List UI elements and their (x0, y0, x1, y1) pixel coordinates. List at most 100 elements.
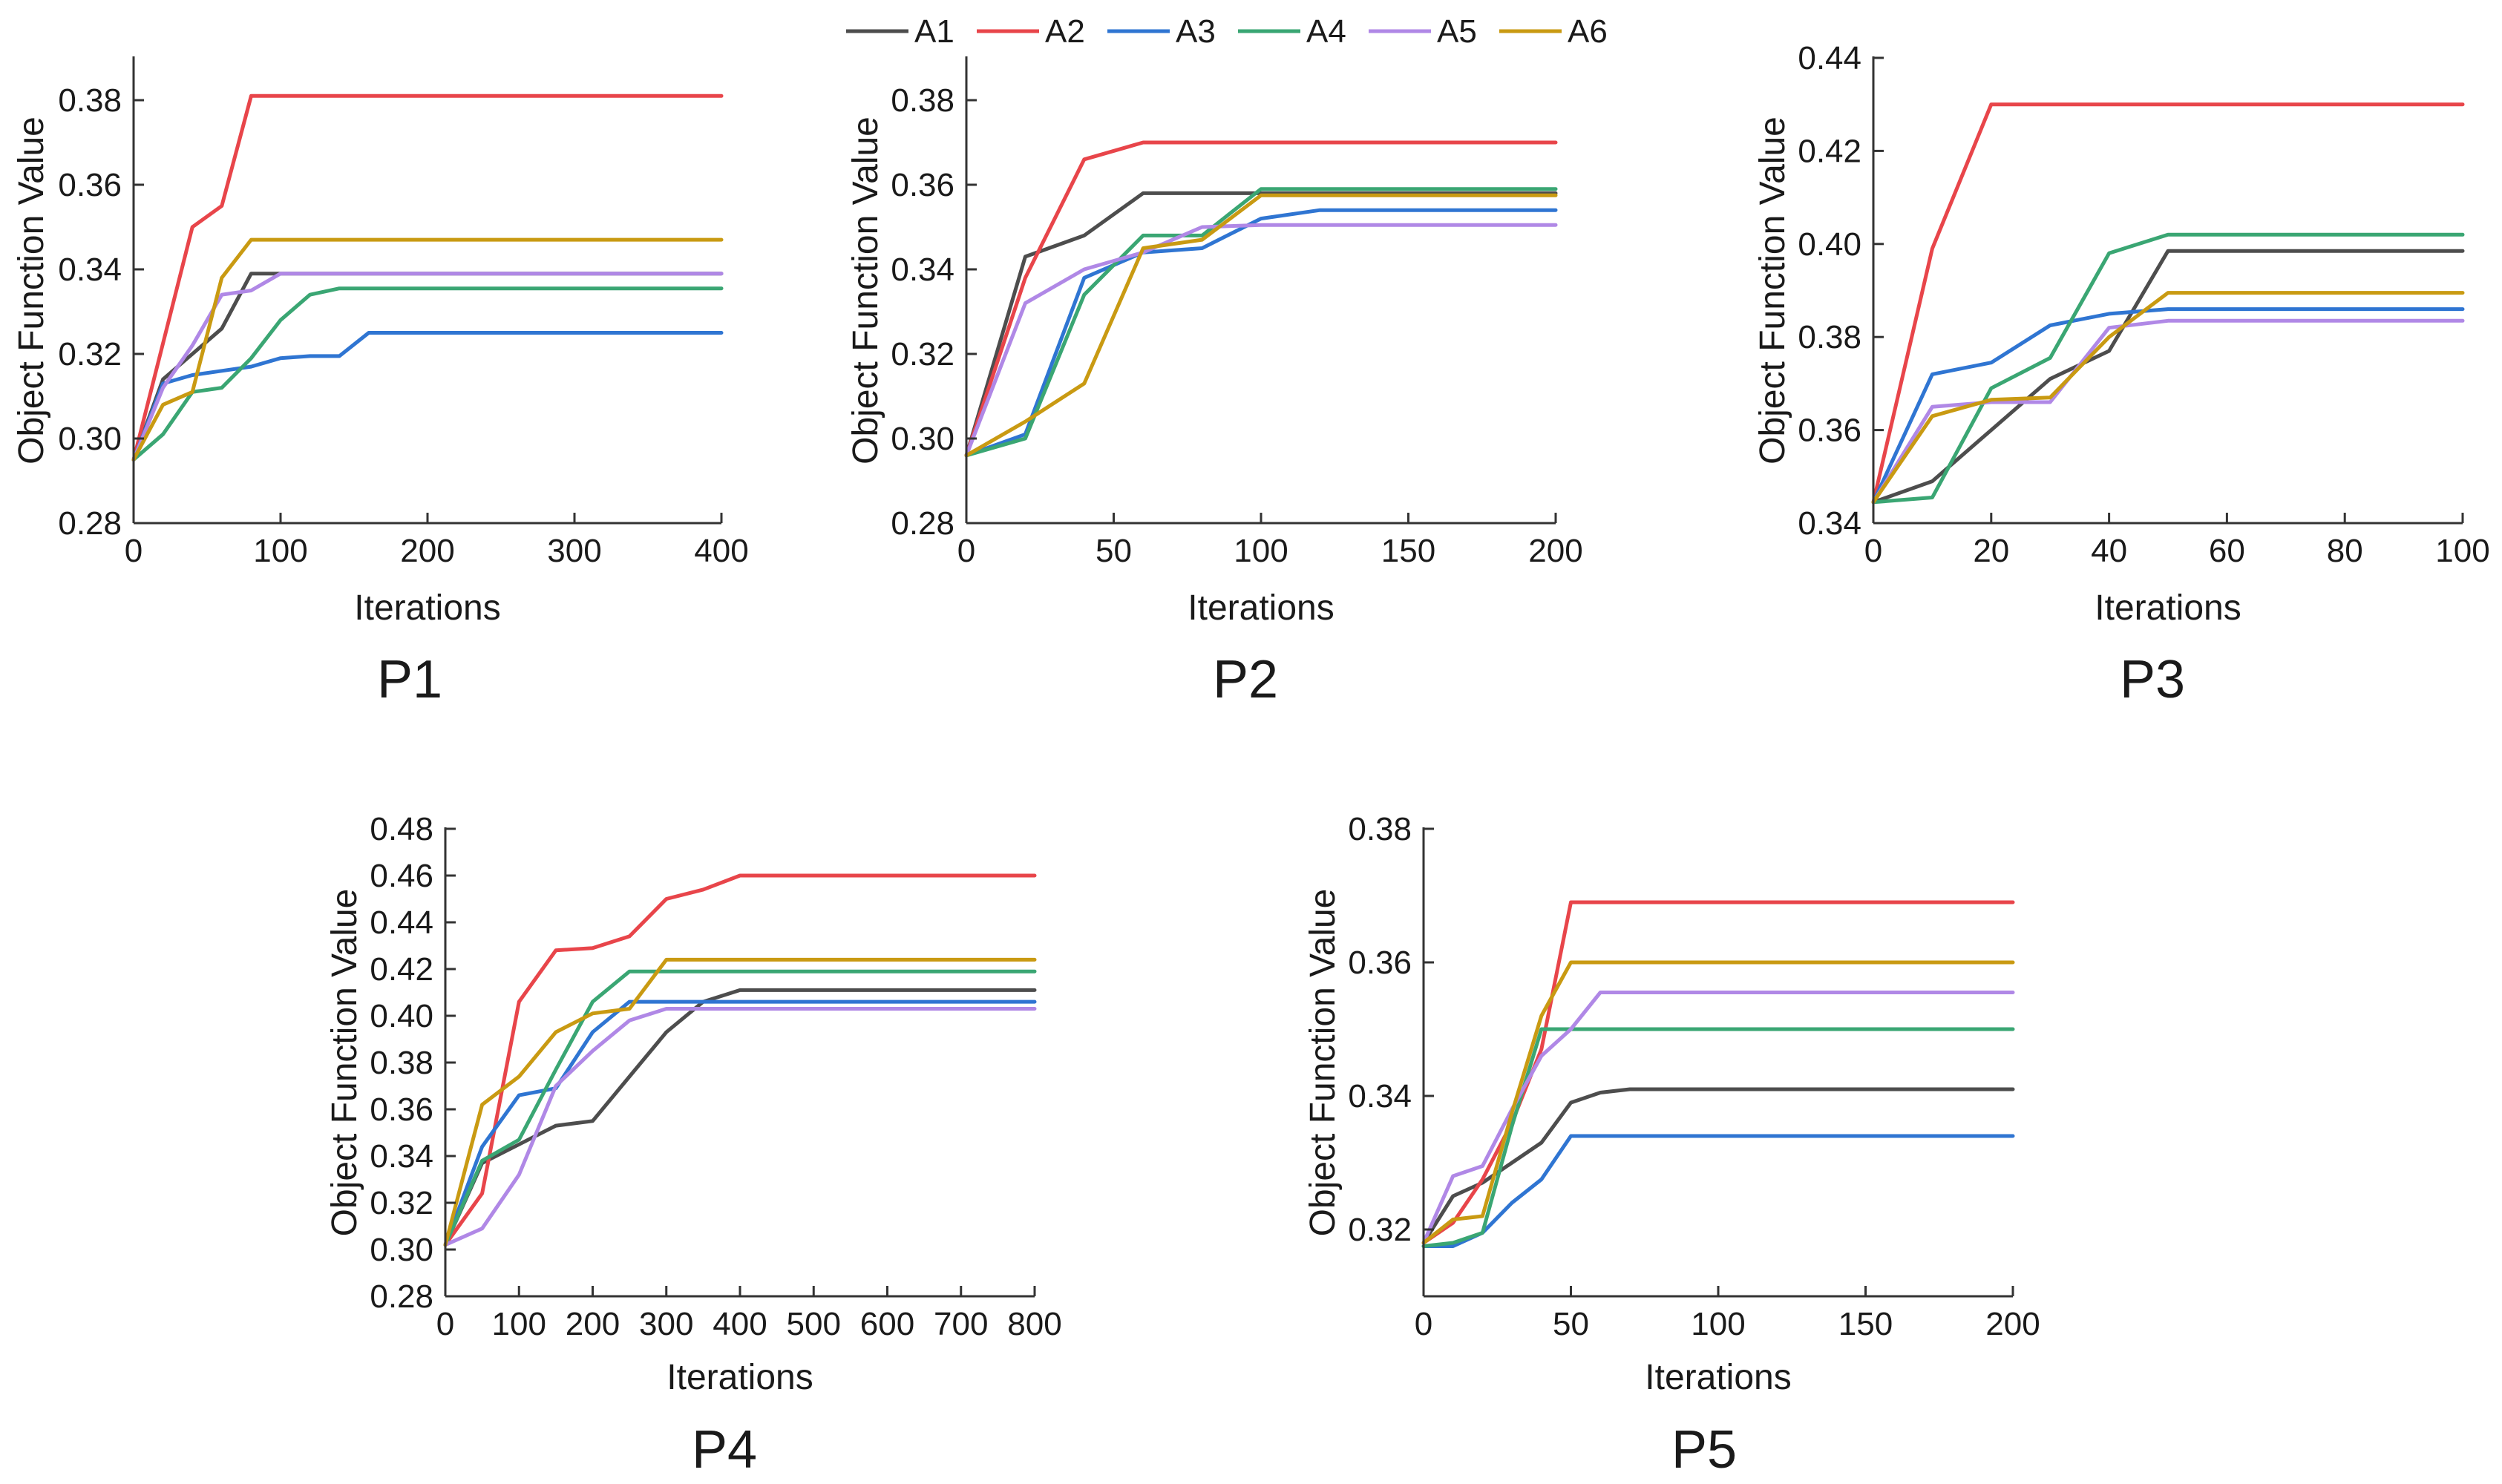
y-tick-label: 0.28 (58, 505, 122, 542)
series-line-a6 (964, 193, 1558, 458)
series-line-a5 (964, 223, 1558, 458)
series-group (1421, 900, 2015, 1248)
chart-panel-p1: 0.28 0.30 0.32 0.34 0.36 0.38 0 100 200 300 400 Ite… (12, 56, 749, 709)
x-tick-label: 600 (860, 1306, 914, 1342)
y-tick-label: 0.34 (891, 252, 954, 288)
series-line-a2 (1871, 102, 2465, 505)
x-tick-label: 150 (1381, 533, 1435, 569)
x-tick-label: 100 (253, 533, 307, 569)
series-line-a4 (443, 969, 1037, 1247)
y-tick-label: 0.32 (370, 1185, 433, 1221)
panel-title: P2 (1213, 650, 1278, 709)
y-tick-label: 0.42 (1798, 133, 1861, 169)
x-tick-label: 700 (934, 1306, 988, 1342)
series-line-a6 (443, 957, 1037, 1247)
panel-title: P5 (1671, 1420, 1737, 1480)
x-tick-label: 200 (566, 1306, 620, 1342)
series-line-a1 (1871, 249, 2465, 505)
x-tick-label: 500 (787, 1306, 841, 1342)
series-line-a6 (1421, 960, 2015, 1245)
legend-label: A2 (1045, 13, 1085, 50)
y-tick-label: 0.32 (891, 336, 954, 372)
series-group (1871, 102, 2465, 505)
x-axis-label: Iterations (1188, 588, 1334, 628)
x-tick-label: 0 (436, 1306, 454, 1342)
y-tick-label: 0.36 (891, 167, 954, 203)
y-tick-label: 0.48 (370, 811, 433, 847)
legend: A1 A2 A3 A4 A5 A6 (846, 13, 1608, 50)
chart-panel-p5: 0.32 0.34 0.36 0.38 0 50 100 150 200 Iterations Ob… (1303, 811, 2040, 1480)
chart-panel-p3: 0.34 0.36 0.38 0.40 0.42 0.44 0 20 40 60 80 100 Iter… (1753, 40, 2490, 709)
x-axis-label: Iterations (2095, 588, 2241, 628)
x-tick-label: 300 (639, 1306, 693, 1342)
x-tick-label: 80 (2327, 533, 2363, 569)
y-tick-label: 0.44 (370, 904, 433, 941)
series-group (443, 873, 1037, 1247)
y-tick-label: 0.36 (1348, 945, 1412, 981)
y-tick-label: 0.38 (891, 82, 954, 119)
x-tick-label: 200 (400, 533, 454, 569)
series-line-a5 (131, 272, 724, 462)
series-line-a3 (131, 331, 724, 462)
series-line-a2 (1421, 900, 2015, 1245)
y-tick-label: 0.36 (370, 1091, 433, 1128)
x-tick-label: 300 (547, 533, 601, 569)
y-tick-label: 0.32 (58, 336, 122, 372)
x-tick-label: 400 (694, 533, 748, 569)
y-tick-label: 0.28 (891, 505, 954, 542)
y-tick-label: 0.46 (370, 858, 433, 894)
x-tick-label: 0 (1864, 533, 1882, 569)
y-tick-label: 0.42 (370, 951, 433, 988)
series-line-a4 (964, 187, 1558, 458)
x-tick-label: 60 (2209, 533, 2245, 569)
series-line-a1 (1421, 1087, 2015, 1245)
x-tick-label: 20 (1973, 533, 2009, 569)
series-line-a4 (1871, 232, 2465, 505)
x-tick-label: 100 (1234, 533, 1288, 569)
y-tick-label: 0.40 (370, 998, 433, 1034)
x-tick-label: 50 (1096, 533, 1132, 569)
y-tick-label: 0.36 (1798, 413, 1861, 449)
series-line-a6 (1871, 291, 2465, 505)
y-tick-label: 0.34 (1348, 1078, 1412, 1114)
x-axis-label: Iterations (354, 588, 500, 628)
panel-title: P4 (692, 1420, 757, 1480)
legend-label: A6 (1568, 13, 1608, 50)
y-tick-label: 0.34 (58, 252, 122, 288)
series-line-a3 (1421, 1134, 2015, 1248)
panel-title: P1 (377, 650, 442, 709)
series-line-a2 (443, 873, 1037, 1247)
series-line-a5 (1871, 318, 2465, 505)
y-tick-label: 0.38 (1348, 811, 1412, 847)
x-tick-label: 400 (713, 1306, 767, 1342)
y-tick-label: 0.38 (1798, 319, 1861, 355)
x-tick-label: 40 (2091, 533, 2127, 569)
legend-item-a6: A6 (1499, 13, 1608, 50)
legend-label: A5 (1437, 13, 1477, 50)
y-tick-label: 0.38 (370, 1045, 433, 1081)
series-group (131, 93, 724, 462)
x-axis-label: Iterations (1645, 1358, 1791, 1397)
series-line-a3 (443, 999, 1037, 1247)
series-group (964, 140, 1558, 458)
series-line-a1 (443, 988, 1037, 1247)
y-axis-label: Object Function Value (1303, 889, 1343, 1237)
y-tick-label: 0.30 (370, 1232, 433, 1268)
series-line-a6 (131, 237, 724, 462)
series-line-a2 (131, 93, 724, 462)
y-tick-label: 0.30 (891, 421, 954, 457)
chart-panel-p4: 0.28 0.30 0.32 0.34 0.36 0.38 0.40 0.42 0.44 0.46… (325, 811, 1062, 1480)
y-tick-label: 0.44 (1798, 40, 1861, 76)
legend-item-a4: A4 (1238, 13, 1346, 50)
y-tick-label: 0.36 (58, 167, 122, 203)
series-line-a1 (131, 272, 724, 462)
series-line-a3 (1871, 307, 2465, 505)
x-tick-label: 200 (1985, 1306, 2040, 1342)
series-line-a1 (964, 191, 1558, 458)
legend-item-a1: A1 (846, 13, 954, 50)
y-axis-label: Object Function Value (1753, 116, 1792, 464)
x-tick-label: 0 (957, 533, 975, 569)
legend-label: A1 (914, 13, 954, 50)
y-axis-label: Object Function Value (12, 116, 51, 464)
